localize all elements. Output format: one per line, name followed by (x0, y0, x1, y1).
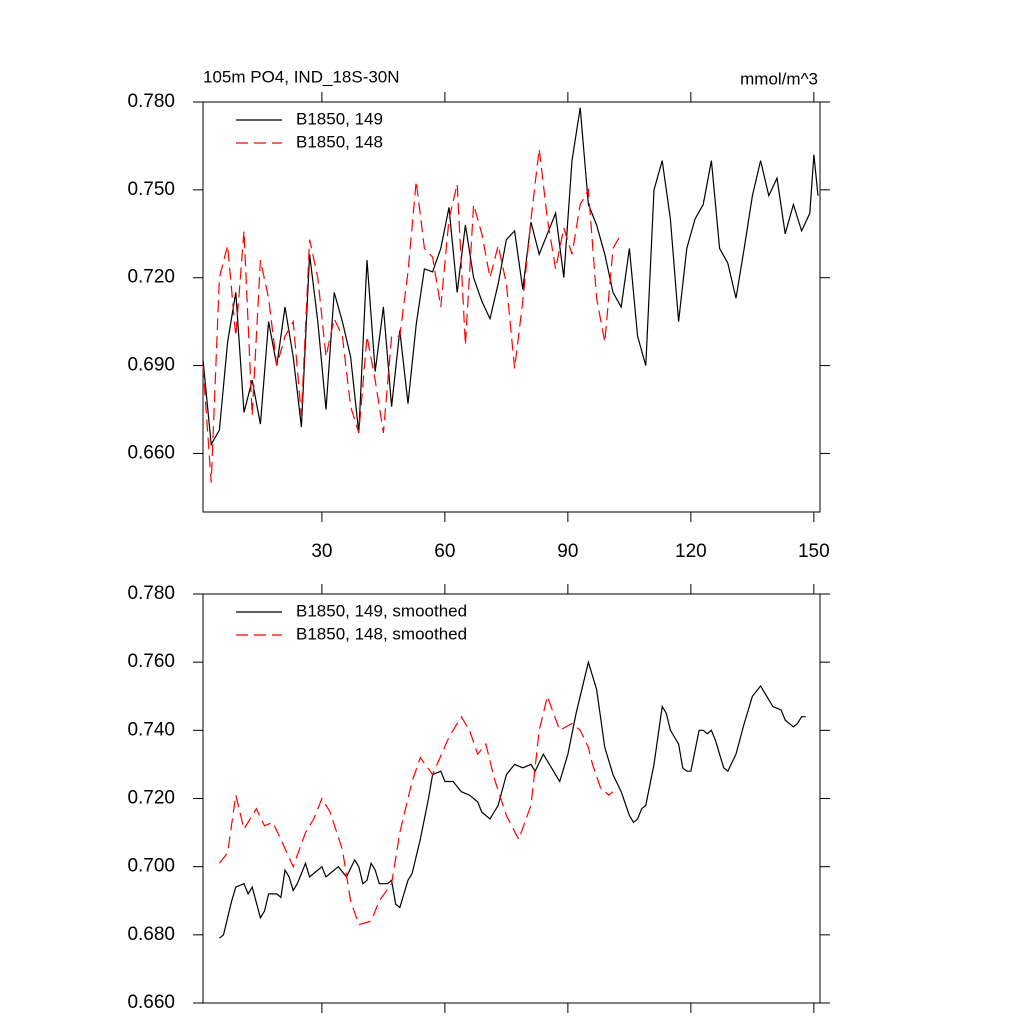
data-line (219, 659, 806, 939)
panel: 105m PO4, IND_18S-30N mmol/m^3 0.660 0.690 0… (127, 67, 830, 562)
x-tick-label: 150 (798, 541, 830, 562)
y-tick-label: 0.700 (127, 856, 175, 877)
y-tick-label: 0.690 (127, 355, 175, 376)
data-line (202, 107, 819, 447)
plot-frame (202, 101, 821, 513)
y-tick-label: 0.660 (127, 442, 175, 463)
y-tick-label: 0.780 (127, 91, 175, 112)
chart-title: 105m PO4, IND_18S-30N (203, 67, 400, 86)
panel: 0.660 0.680 0.700 0.720 0.740 0.760 0.780 B1850… (127, 583, 830, 1013)
y-tick-label: 0.660 (127, 992, 175, 1013)
y-tick-label: 0.760 (127, 651, 175, 672)
y-tick-label: 0.680 (127, 924, 175, 945)
legend-label: B1850, 148, smoothed (296, 624, 467, 643)
y-tick-label: 0.780 (127, 583, 175, 604)
data-line (202, 148, 622, 483)
units-label: mmol/m^3 (740, 69, 818, 88)
x-tick-label: 120 (675, 541, 707, 562)
x-tick-label: 60 (434, 541, 455, 562)
legend-label: B1850, 149 (296, 109, 383, 128)
x-tick-label: 90 (557, 541, 578, 562)
x-tick-label: 30 (311, 541, 332, 562)
data-line (218, 694, 614, 926)
y-tick-label: 0.750 (127, 179, 175, 200)
plot-frame (202, 593, 821, 1004)
y-tick-label: 0.720 (127, 788, 175, 809)
legend-label: B1850, 149, smoothed (296, 601, 467, 620)
y-tick-label: 0.740 (127, 719, 175, 740)
legend-label: B1850, 148 (296, 132, 383, 151)
y-tick-label: 0.720 (127, 267, 175, 288)
